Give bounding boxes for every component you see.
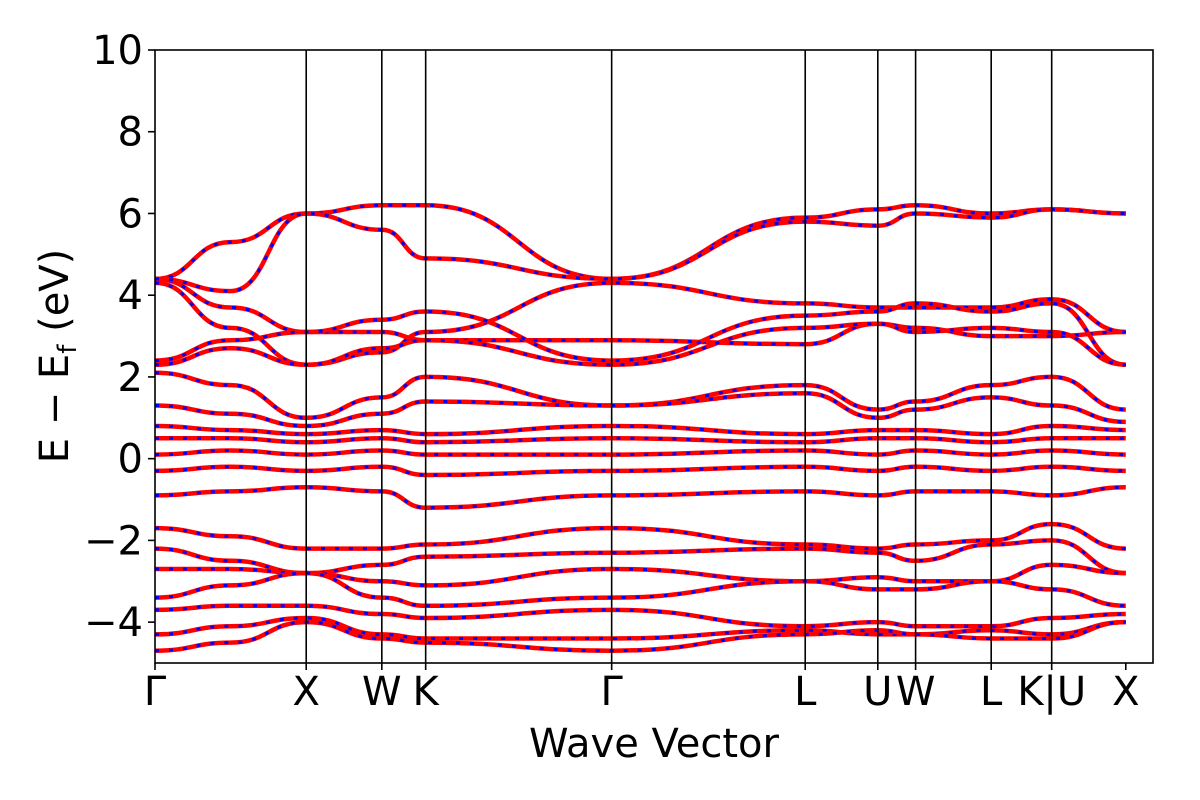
x-tick-label: K: [413, 669, 441, 715]
y-tick-label: −4: [84, 600, 143, 646]
kpoint-lines: [305, 50, 1053, 663]
x-tick-label: X: [293, 669, 320, 715]
x-axis: Γ X W K Γ L U W L K|U X: [144, 663, 1139, 715]
x-tick-label: U: [863, 669, 892, 715]
y-tick-label: 8: [118, 110, 143, 156]
y-axis-label-unit: (eV): [32, 249, 78, 345]
y-tick-label: −2: [84, 518, 143, 564]
x-tick-label: W: [896, 669, 936, 715]
band-line-spin-down: [155, 322, 1126, 367]
band-line-spin-down: [155, 538, 1126, 575]
x-tick-label: X: [1112, 669, 1139, 715]
y-axis-label: E − Ef (eV): [32, 249, 83, 464]
y-tick-label: 4: [118, 273, 143, 319]
x-tick-label: Γ: [601, 669, 624, 715]
y-tick-label: 2: [118, 355, 143, 401]
y-tick-label: 10: [92, 28, 143, 74]
band-line-spin-down: [155, 620, 1126, 653]
y-axis-label-main: E − E: [32, 354, 78, 464]
band-line-spin-down: [155, 277, 1126, 346]
band-line-spin-down: [155, 281, 1126, 367]
y-tick-label: 6: [118, 191, 143, 237]
x-tick-label: L: [794, 669, 817, 715]
x-tick-label: W: [362, 669, 402, 715]
band-line-spin-down: [155, 207, 1126, 293]
x-axis-label: Wave Vector: [529, 721, 780, 767]
y-tick-label: 0: [118, 437, 143, 483]
x-tick-label: Γ: [144, 669, 167, 715]
band-line-spin-down: [155, 203, 1126, 281]
y-axis: 10 8 6 4 2 0 −2 −4: [84, 28, 155, 646]
x-tick-label: L: [980, 669, 1003, 715]
x-tick-label: K|U: [1017, 669, 1086, 715]
y-axis-label-subscript: f: [53, 344, 83, 354]
band-line-spin-down: [155, 391, 1126, 428]
plot-frame: [154, 49, 1154, 664]
